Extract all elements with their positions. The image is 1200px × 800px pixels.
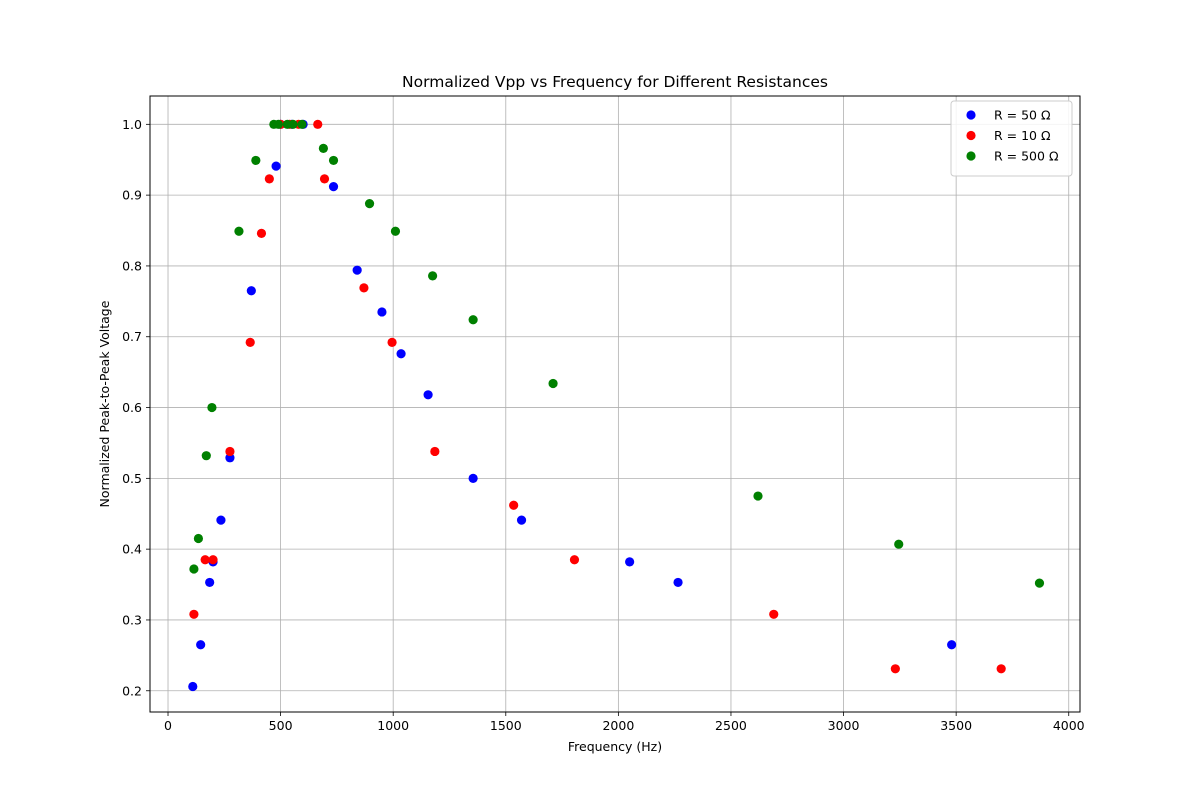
data-point — [996, 664, 1006, 674]
plot-area — [149, 95, 1081, 713]
y-tick-label: 0.2 — [122, 683, 142, 698]
data-point — [288, 119, 298, 129]
data-point — [328, 155, 339, 166]
data-point — [196, 640, 206, 650]
data-point — [245, 337, 255, 347]
data-point — [377, 307, 387, 317]
data-point — [328, 182, 339, 192]
x-tick-label: 1000 — [377, 718, 409, 733]
x-tick-label: 0 — [164, 718, 172, 733]
data-point — [207, 402, 217, 413]
x-tick-label: 1500 — [490, 718, 522, 733]
y-tick-label: 0.9 — [122, 188, 142, 203]
y-tick-label: 1.0 — [122, 117, 142, 132]
legend-label: R = 50 Ω — [994, 108, 1051, 123]
data-point — [947, 640, 957, 650]
data-point — [364, 199, 375, 209]
data-point — [200, 555, 210, 565]
data-point — [890, 664, 900, 674]
legend-marker — [966, 110, 976, 120]
x-tick-label: 500 — [269, 718, 293, 733]
data-point — [318, 143, 328, 153]
data-point — [205, 577, 215, 588]
data-point — [569, 555, 580, 565]
data-point — [769, 609, 779, 619]
legend-label: R = 10 Ω — [994, 128, 1051, 143]
series-0 — [188, 119, 957, 692]
chart-title: Normalized Vpp vs Frequency for Differen… — [402, 73, 828, 91]
legend: R = 50 Ω R = 10 Ω R = 500 Ω — [950, 100, 1073, 177]
data-point — [297, 119, 307, 129]
y-tick-label: 0.8 — [122, 258, 142, 273]
x-tick-label: 3500 — [940, 718, 972, 733]
data-point — [1034, 578, 1045, 588]
legend-marker — [966, 130, 976, 141]
data-point — [673, 577, 683, 588]
data-point — [390, 226, 401, 236]
data-point — [430, 446, 440, 457]
data-point — [894, 539, 904, 549]
y-tick-label: 0.6 — [122, 400, 142, 415]
x-tick-label: 2000 — [602, 718, 634, 733]
data-point — [189, 609, 199, 619]
data-point — [246, 286, 256, 296]
data-point — [264, 174, 274, 184]
data-point — [193, 533, 204, 544]
data-point — [273, 119, 283, 129]
data-point — [548, 378, 558, 389]
data-point — [208, 555, 218, 565]
legend-box — [950, 100, 1073, 177]
data-points — [188, 119, 1045, 692]
legend-marker — [966, 151, 976, 161]
data-point — [509, 500, 519, 510]
x-tick-label: 3000 — [828, 718, 860, 733]
data-point — [201, 451, 211, 461]
data-point — [468, 473, 478, 483]
data-point — [234, 226, 244, 236]
y-tick-label: 0.5 — [122, 471, 142, 486]
data-point — [319, 174, 330, 184]
axis-ticks: 0 500 1000 1500 2000 2500 3000 3500 4000 0.2 0.3 0.… — [122, 117, 1085, 733]
data-point — [753, 491, 763, 501]
data-point — [468, 315, 478, 325]
y-tick-label: 0.3 — [122, 612, 142, 627]
data-point — [225, 446, 235, 457]
data-point — [256, 228, 267, 238]
data-point — [271, 161, 281, 171]
data-point — [251, 155, 261, 166]
data-point — [387, 337, 397, 347]
data-point — [313, 119, 323, 129]
grid — [150, 96, 1080, 712]
x-tick-label: 4000 — [1053, 718, 1085, 733]
data-point — [225, 453, 235, 463]
y-axis-label: Normalized Peak-to-Peak Voltage — [97, 300, 112, 507]
y-tick-label: 0.7 — [122, 329, 142, 344]
data-point — [216, 515, 226, 525]
data-point — [188, 681, 198, 692]
data-point — [189, 564, 199, 574]
data-point — [625, 557, 635, 567]
legend-label: R = 500 Ω — [994, 149, 1059, 164]
data-point — [396, 349, 406, 359]
y-tick-label: 0.4 — [122, 542, 142, 557]
series-1 — [189, 119, 1006, 674]
x-tick-label: 2500 — [715, 718, 747, 733]
data-point — [359, 283, 369, 293]
x-axis-label: Frequency (Hz) — [568, 739, 662, 754]
series-2 — [189, 119, 1045, 588]
data-point — [516, 515, 527, 525]
data-point — [423, 390, 433, 400]
data-point — [352, 265, 362, 275]
data-point — [428, 271, 438, 281]
